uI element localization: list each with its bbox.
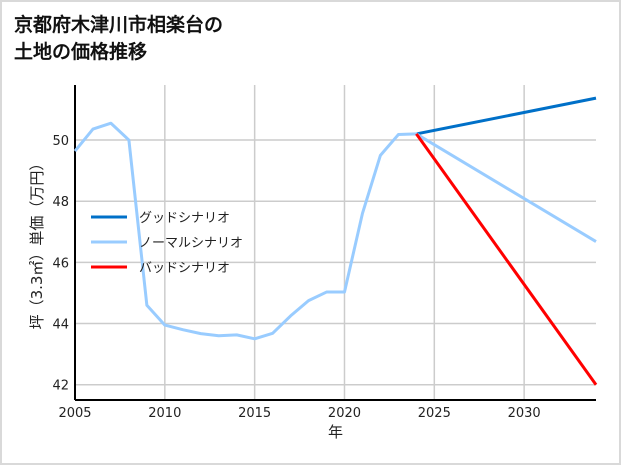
x-tick-label: 2025 <box>418 406 451 421</box>
y-tick-label: 46 <box>52 256 69 271</box>
legend-label-2: ノーマルシナリオ <box>139 236 243 251</box>
series-line-3 <box>415 133 598 386</box>
x-axis-label: 年 <box>328 423 343 441</box>
x-tick-label: 2005 <box>58 406 91 421</box>
y-tick-label: 48 <box>52 195 69 210</box>
x-tick-label: 2015 <box>238 406 271 421</box>
legend-label-1: グッドシナリオ <box>139 211 230 226</box>
x-tick-label: 2010 <box>148 406 181 421</box>
x-tick-label: 2020 <box>328 406 361 421</box>
series-line-1 <box>416 96 597 136</box>
y-tick-label: 50 <box>52 134 69 149</box>
chart-title: 京都府木津川市相楽台の 土地の価格推移 <box>14 12 223 66</box>
title-line-1: 京都府木津川市相楽台の <box>14 14 224 36</box>
x-tick-label: 2030 <box>508 406 541 421</box>
y-tick-label: 42 <box>52 379 69 394</box>
title-line-2: 土地の価格推移 <box>14 41 148 63</box>
legend-label-3: バッドシナリオ <box>139 261 230 276</box>
y-axis-label: 坪（3.3㎡）単価（万円） <box>28 156 46 330</box>
series-line-2 <box>73 121 597 341</box>
y-tick-label: 44 <box>52 318 69 333</box>
